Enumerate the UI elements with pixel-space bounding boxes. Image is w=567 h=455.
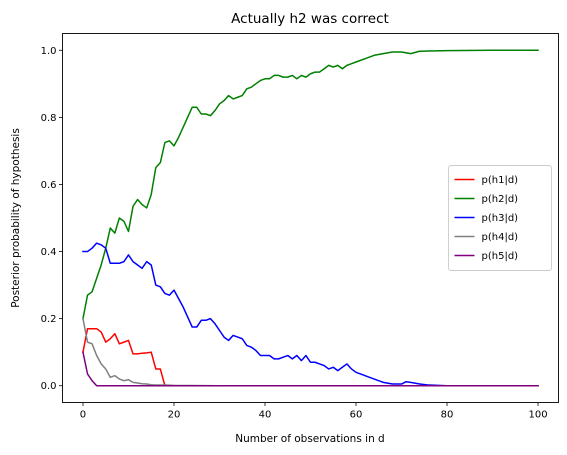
legend-label-h1: p(h1|d): [482, 175, 519, 186]
y-axis-ticks: 0.0 0.2 0.4 0.6 0.8 1.0: [41, 46, 63, 392]
y-tick-label: 1.0: [41, 46, 57, 57]
axes-frame: [62, 33, 559, 403]
y-tick-label: 0.6: [41, 180, 57, 191]
x-tick-label: 80: [441, 410, 454, 421]
x-tick-label: 60: [350, 410, 363, 421]
x-axis-label: Number of observations in d: [235, 433, 384, 445]
legend-label-h4: p(h4|d): [482, 232, 519, 243]
plot-lines: [82, 49, 539, 387]
x-tick-label: 0: [80, 410, 86, 421]
legend-box: [448, 165, 552, 271]
series-line-h2: [82, 49, 539, 320]
series-line-h3: [82, 242, 539, 387]
y-axis-label: Posterior probability of hypothesis: [10, 128, 22, 308]
chart-title: Actually h2 was correct: [231, 11, 389, 27]
y-tick-label: 0.0: [41, 381, 57, 392]
x-tick-label: 20: [168, 410, 181, 421]
x-tick-label: 40: [259, 410, 272, 421]
legend-label-h5: p(h5|d): [482, 251, 519, 262]
x-axis-ticks: 0 20 40 60 80 100: [80, 402, 548, 421]
series-line-h1: [82, 327, 539, 387]
series-line-h5: [82, 351, 539, 387]
y-tick-label: 0.2: [41, 314, 57, 325]
legend-label-h2: p(h2|d): [482, 194, 519, 205]
legend-label-h3: p(h3|d): [482, 213, 519, 224]
x-tick-label: 100: [528, 410, 547, 421]
y-tick-label: 0.8: [41, 113, 57, 124]
legend: p(h1|d) p(h2|d) p(h3|d) p(h4|d) p(h5|d): [448, 165, 552, 271]
y-tick-label: 0.4: [41, 247, 57, 258]
